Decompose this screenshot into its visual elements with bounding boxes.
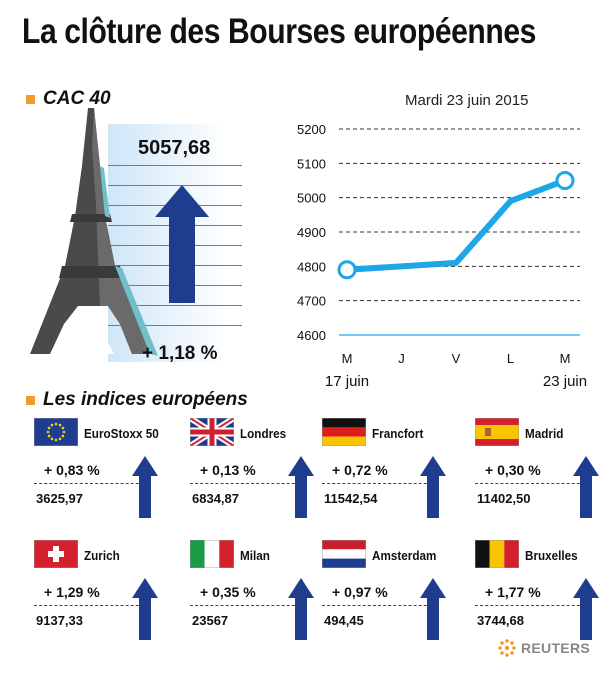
up-arrow-icon [573, 456, 599, 518]
index-card-es: Madrid + 0,30 % 11402,50 [474, 417, 611, 518]
cac-section-heading: CAC 40 [26, 88, 111, 110]
index-value: 23567 [192, 613, 229, 628]
index-change: + 0,30 % [485, 462, 541, 478]
date-start-label: 17 juin [325, 373, 369, 390]
cac-change: + 1,18 % [142, 343, 218, 364]
y-tick-label: 5000 [297, 191, 326, 206]
index-change: + 0,35 % [200, 584, 256, 600]
index-value: 3744,68 [477, 613, 524, 628]
panel-line [108, 165, 242, 166]
date-label: Mardi 23 juin 2015 [405, 92, 529, 109]
y-tick-label: 5100 [297, 156, 326, 171]
index-card-eu: EuroStoxx 50 + 0,83 % 3625,97 [33, 417, 179, 518]
x-tick-label: L [507, 351, 514, 366]
index-card-ch: Zurich + 1,29 % 9137,33 [33, 539, 179, 640]
flag-uk-icon [188, 415, 236, 449]
up-arrow-icon [420, 456, 446, 518]
index-name: Londres [240, 426, 287, 441]
eiffel-tower-icon [30, 108, 158, 356]
date-end-label: 23 juin [543, 373, 587, 390]
flag-it-icon [189, 539, 235, 569]
up-arrow-icon [288, 578, 314, 640]
dashed-divider [475, 605, 590, 606]
dashed-divider [322, 605, 437, 606]
index-change: + 1,29 % [44, 584, 100, 600]
flag-eu-icon [33, 417, 79, 447]
indices-title: Les indices européens [43, 389, 248, 410]
dashed-divider [475, 483, 590, 484]
orange-square-icon [26, 395, 35, 405]
flag-be-icon [474, 539, 520, 569]
indices-section-heading: Les indices européens [26, 389, 248, 411]
y-tick-label: 5200 [297, 122, 326, 137]
source-label: REUTERS [521, 640, 590, 656]
panel-line [108, 325, 242, 326]
y-tick-label: 4700 [297, 294, 326, 309]
dashed-divider [190, 483, 305, 484]
flag-de-icon [321, 417, 367, 447]
panel-line [108, 305, 242, 306]
index-card-be: Bruxelles + 1,77 % 3744,68 [474, 539, 611, 640]
y-tick-label: 4900 [297, 225, 326, 240]
up-arrow-icon [573, 578, 599, 640]
cac-line-chart: 5200 5100 5000 4900 4800 4700 4600 M J V L M 17 ju… [297, 122, 587, 390]
y-tick-label: 4800 [297, 259, 326, 274]
flag-ch-icon [33, 539, 79, 569]
index-name: Zurich [84, 548, 120, 563]
panel-line [108, 185, 242, 186]
index-card-uk: Londres + 0,13 % 6834,87 [188, 415, 335, 518]
data-point [555, 171, 575, 190]
cac-label: CAC 40 [43, 88, 111, 109]
index-name: Bruxelles [525, 548, 578, 563]
index-name: EuroStoxx 50 [84, 426, 159, 441]
up-arrow-icon [288, 456, 314, 518]
cac-value: 5057,68 [138, 137, 211, 159]
up-arrow-icon [132, 578, 158, 640]
index-value: 11542,54 [324, 491, 378, 506]
reuters-dots-icon [498, 639, 516, 657]
index-change: + 0,72 % [332, 462, 388, 478]
index-value: 6834,87 [192, 491, 239, 506]
index-change: + 0,83 % [44, 462, 100, 478]
index-card-nl: Amsterdam + 0,97 % 494,45 [321, 539, 467, 640]
x-tick-label: M [560, 351, 571, 366]
index-change: + 0,97 % [332, 584, 388, 600]
up-arrow-icon [132, 456, 158, 518]
dashed-divider [34, 605, 149, 606]
y-tick-label: 4600 [297, 328, 326, 343]
index-name: Francfort [372, 426, 424, 441]
flag-es-icon [474, 417, 520, 447]
dashed-divider [322, 483, 437, 484]
x-tick-label: V [452, 351, 461, 366]
dashed-divider [34, 483, 149, 484]
dashed-divider [190, 605, 305, 606]
index-value: 494,45 [324, 613, 364, 628]
page-title: La clôture des Bourses européennes [22, 12, 536, 51]
x-tick-label: J [398, 351, 405, 366]
index-name: Madrid [525, 426, 564, 441]
index-value: 3625,97 [36, 491, 83, 506]
up-arrow-icon [155, 185, 209, 303]
index-card-de: Francfort + 0,72 % 11542,54 [321, 417, 467, 518]
index-value: 11402,50 [477, 491, 531, 506]
up-arrow-icon [420, 578, 446, 640]
index-name: Amsterdam [372, 548, 437, 563]
index-card-it: Milan + 0,35 % 23567 [189, 539, 335, 640]
series-line [344, 177, 568, 273]
index-change: + 1,77 % [485, 584, 541, 600]
flag-nl-icon [321, 539, 367, 569]
orange-square-icon [26, 94, 35, 104]
data-point [337, 260, 357, 280]
index-value: 9137,33 [36, 613, 83, 628]
index-change: + 0,13 % [200, 462, 256, 478]
reuters-logo: REUTERS [497, 638, 590, 658]
index-name: Milan [240, 548, 270, 563]
x-tick-label: M [342, 351, 353, 366]
